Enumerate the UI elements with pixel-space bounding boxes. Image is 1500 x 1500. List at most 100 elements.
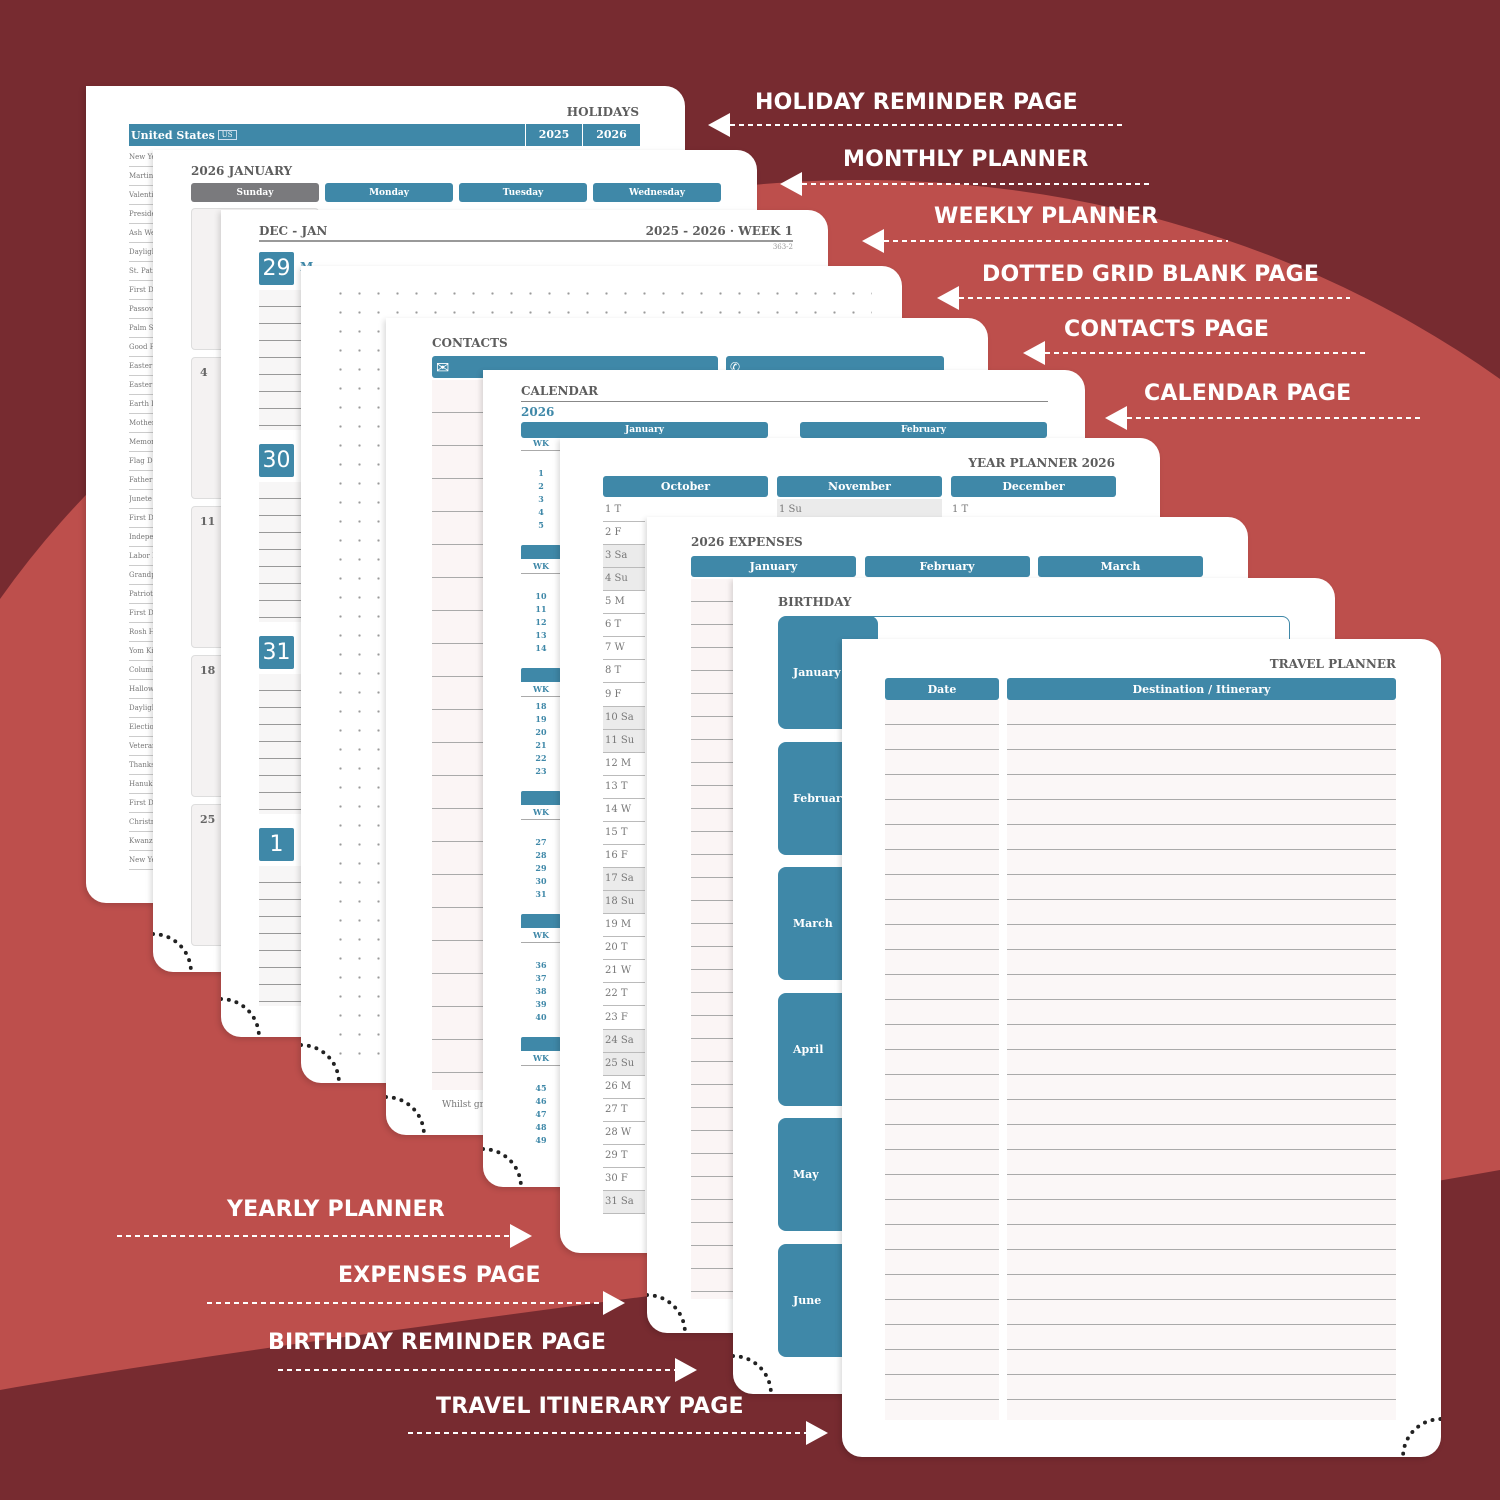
label-expenses: EXPENSES PAGE xyxy=(338,1263,541,1288)
week-number: 22 xyxy=(535,753,547,763)
week-number: 2025 - 2026 · WEEK 1 xyxy=(645,224,793,238)
day-row: 28 W xyxy=(603,1122,645,1145)
holiday-item: Grandp xyxy=(129,566,159,585)
day-row: 30 F xyxy=(603,1168,645,1192)
day-header: Monday xyxy=(325,183,453,202)
day-row: 10 Sa xyxy=(603,706,645,730)
week-number: 10 xyxy=(535,591,547,601)
binder-ring-icon xyxy=(1401,1417,1441,1457)
day-number-badge: 31 xyxy=(259,636,294,669)
day-count: 363-2 xyxy=(772,243,793,251)
week-numbers: 1 2 3 4 5 xyxy=(521,467,561,532)
week-number: 39 xyxy=(535,999,547,1009)
day-row: 22 T xyxy=(603,983,645,1007)
holiday-item: Mother xyxy=(129,414,159,433)
binder-ring-icon xyxy=(647,1293,687,1333)
page-title: TRAVEL PLANNER xyxy=(1269,657,1396,671)
wk-label: WK xyxy=(521,682,561,697)
binder-ring-icon xyxy=(221,997,261,1037)
month-header: January xyxy=(691,556,856,577)
month-header: November xyxy=(777,476,942,497)
day-row: 23 F xyxy=(603,1007,645,1030)
wk-label: WK xyxy=(521,559,561,574)
month-header-bar xyxy=(521,1037,561,1051)
writing-lines xyxy=(259,290,301,430)
footer-text: Whilst grea xyxy=(442,1100,495,1110)
week-number: 21 xyxy=(535,740,547,750)
day-row: 15 T xyxy=(603,822,645,845)
week-number: 37 xyxy=(535,973,547,983)
holiday-item: First D xyxy=(129,794,159,813)
holiday-item: Flag Da xyxy=(129,452,159,471)
wk-label: WK xyxy=(521,805,561,820)
holiday-item: Memor xyxy=(129,433,159,452)
date-number: 11 xyxy=(200,515,216,528)
label-dotted: DOTTED GRID BLANK PAGE xyxy=(982,262,1320,287)
holiday-item: Martin xyxy=(129,167,159,186)
month-header-bar xyxy=(521,914,561,928)
month-header: December xyxy=(951,476,1116,497)
holiday-item: Christm xyxy=(129,813,159,832)
day-header: Sunday xyxy=(191,183,319,202)
day-header: Wednesday xyxy=(593,183,721,202)
week-number: 19 xyxy=(535,714,547,724)
date-number: 18 xyxy=(200,664,216,677)
binder-ring-icon xyxy=(386,1095,426,1135)
label-holiday: HOLIDAY REMINDER PAGE xyxy=(755,90,1078,115)
month-header-february: February xyxy=(800,422,1047,438)
page-title: 2026 JANUARY xyxy=(191,164,293,178)
page-title: HOLIDAYS xyxy=(566,105,639,119)
holiday-item: Veteran xyxy=(129,737,159,756)
day-row: 29 T xyxy=(603,1145,645,1168)
week-number: 38 xyxy=(535,986,547,996)
label-weekly: WEEKLY PLANNER xyxy=(934,204,1159,229)
week-number: 47 xyxy=(535,1109,547,1119)
holiday-item: Earth D xyxy=(129,395,159,414)
holiday-item: Easter xyxy=(129,376,159,395)
day-row: 12 M xyxy=(603,753,645,776)
calendar-year: 2026 xyxy=(521,405,555,419)
travel-itinerary-page: TRAVEL PLANNER Date Destination / Itiner… xyxy=(842,639,1441,1457)
holiday-item: Ash We xyxy=(129,224,159,243)
week-number: 27 xyxy=(535,837,547,847)
spacer xyxy=(521,422,561,436)
contact-rows xyxy=(432,380,485,1090)
holiday-item: Dayligh xyxy=(129,699,159,718)
week-number: 45 xyxy=(535,1083,547,1093)
week-number: 40 xyxy=(535,1012,547,1022)
wk-label: WK xyxy=(521,1051,561,1066)
holiday-item: Dayligh xyxy=(129,243,159,262)
holiday-item: First D xyxy=(129,281,159,300)
day-number-badge: 1 xyxy=(259,828,294,861)
day-row: 6 T xyxy=(603,614,645,638)
label-calendar: CALENDAR PAGE xyxy=(1144,381,1352,406)
week-numbers: 45 46 47 48 49 xyxy=(521,1082,561,1147)
phone-icon: ✆ xyxy=(730,360,741,374)
week-number: 31 xyxy=(535,889,547,899)
day-row: 14 W xyxy=(603,799,645,822)
day-row: 31 Sa xyxy=(603,1191,645,1215)
day-row: 11 Su xyxy=(603,729,645,753)
binder-ring-icon xyxy=(483,1147,523,1187)
holiday-item: Hanukk xyxy=(129,775,159,794)
week-number: 28 xyxy=(535,850,547,860)
date-number: 25 xyxy=(200,813,216,826)
holiday-item: St. Patr xyxy=(129,262,159,281)
holiday-item: Kwanza xyxy=(129,832,159,851)
holiday-item: New Yea xyxy=(129,148,159,167)
mail-icon: ✉ xyxy=(436,357,450,377)
month-header-bar xyxy=(521,668,561,682)
holiday-item: Preside xyxy=(129,205,159,224)
page-title: YEAR PLANNER 2026 xyxy=(968,456,1115,470)
week-number: 3 xyxy=(538,494,544,504)
month-header-bar xyxy=(521,791,561,805)
week-number: 46 xyxy=(535,1096,547,1106)
day-row: 27 T xyxy=(603,1099,645,1122)
holiday-item: Hallow xyxy=(129,680,159,699)
holiday-item: Palm Su xyxy=(129,319,159,338)
week-numbers: 36 37 38 39 40 xyxy=(521,959,561,1024)
label-birthday: BIRTHDAY REMINDER PAGE xyxy=(268,1330,607,1355)
binder-ring-icon xyxy=(153,932,193,972)
destination-rows xyxy=(1007,700,1396,1420)
day-number-badge: 30 xyxy=(259,444,294,477)
